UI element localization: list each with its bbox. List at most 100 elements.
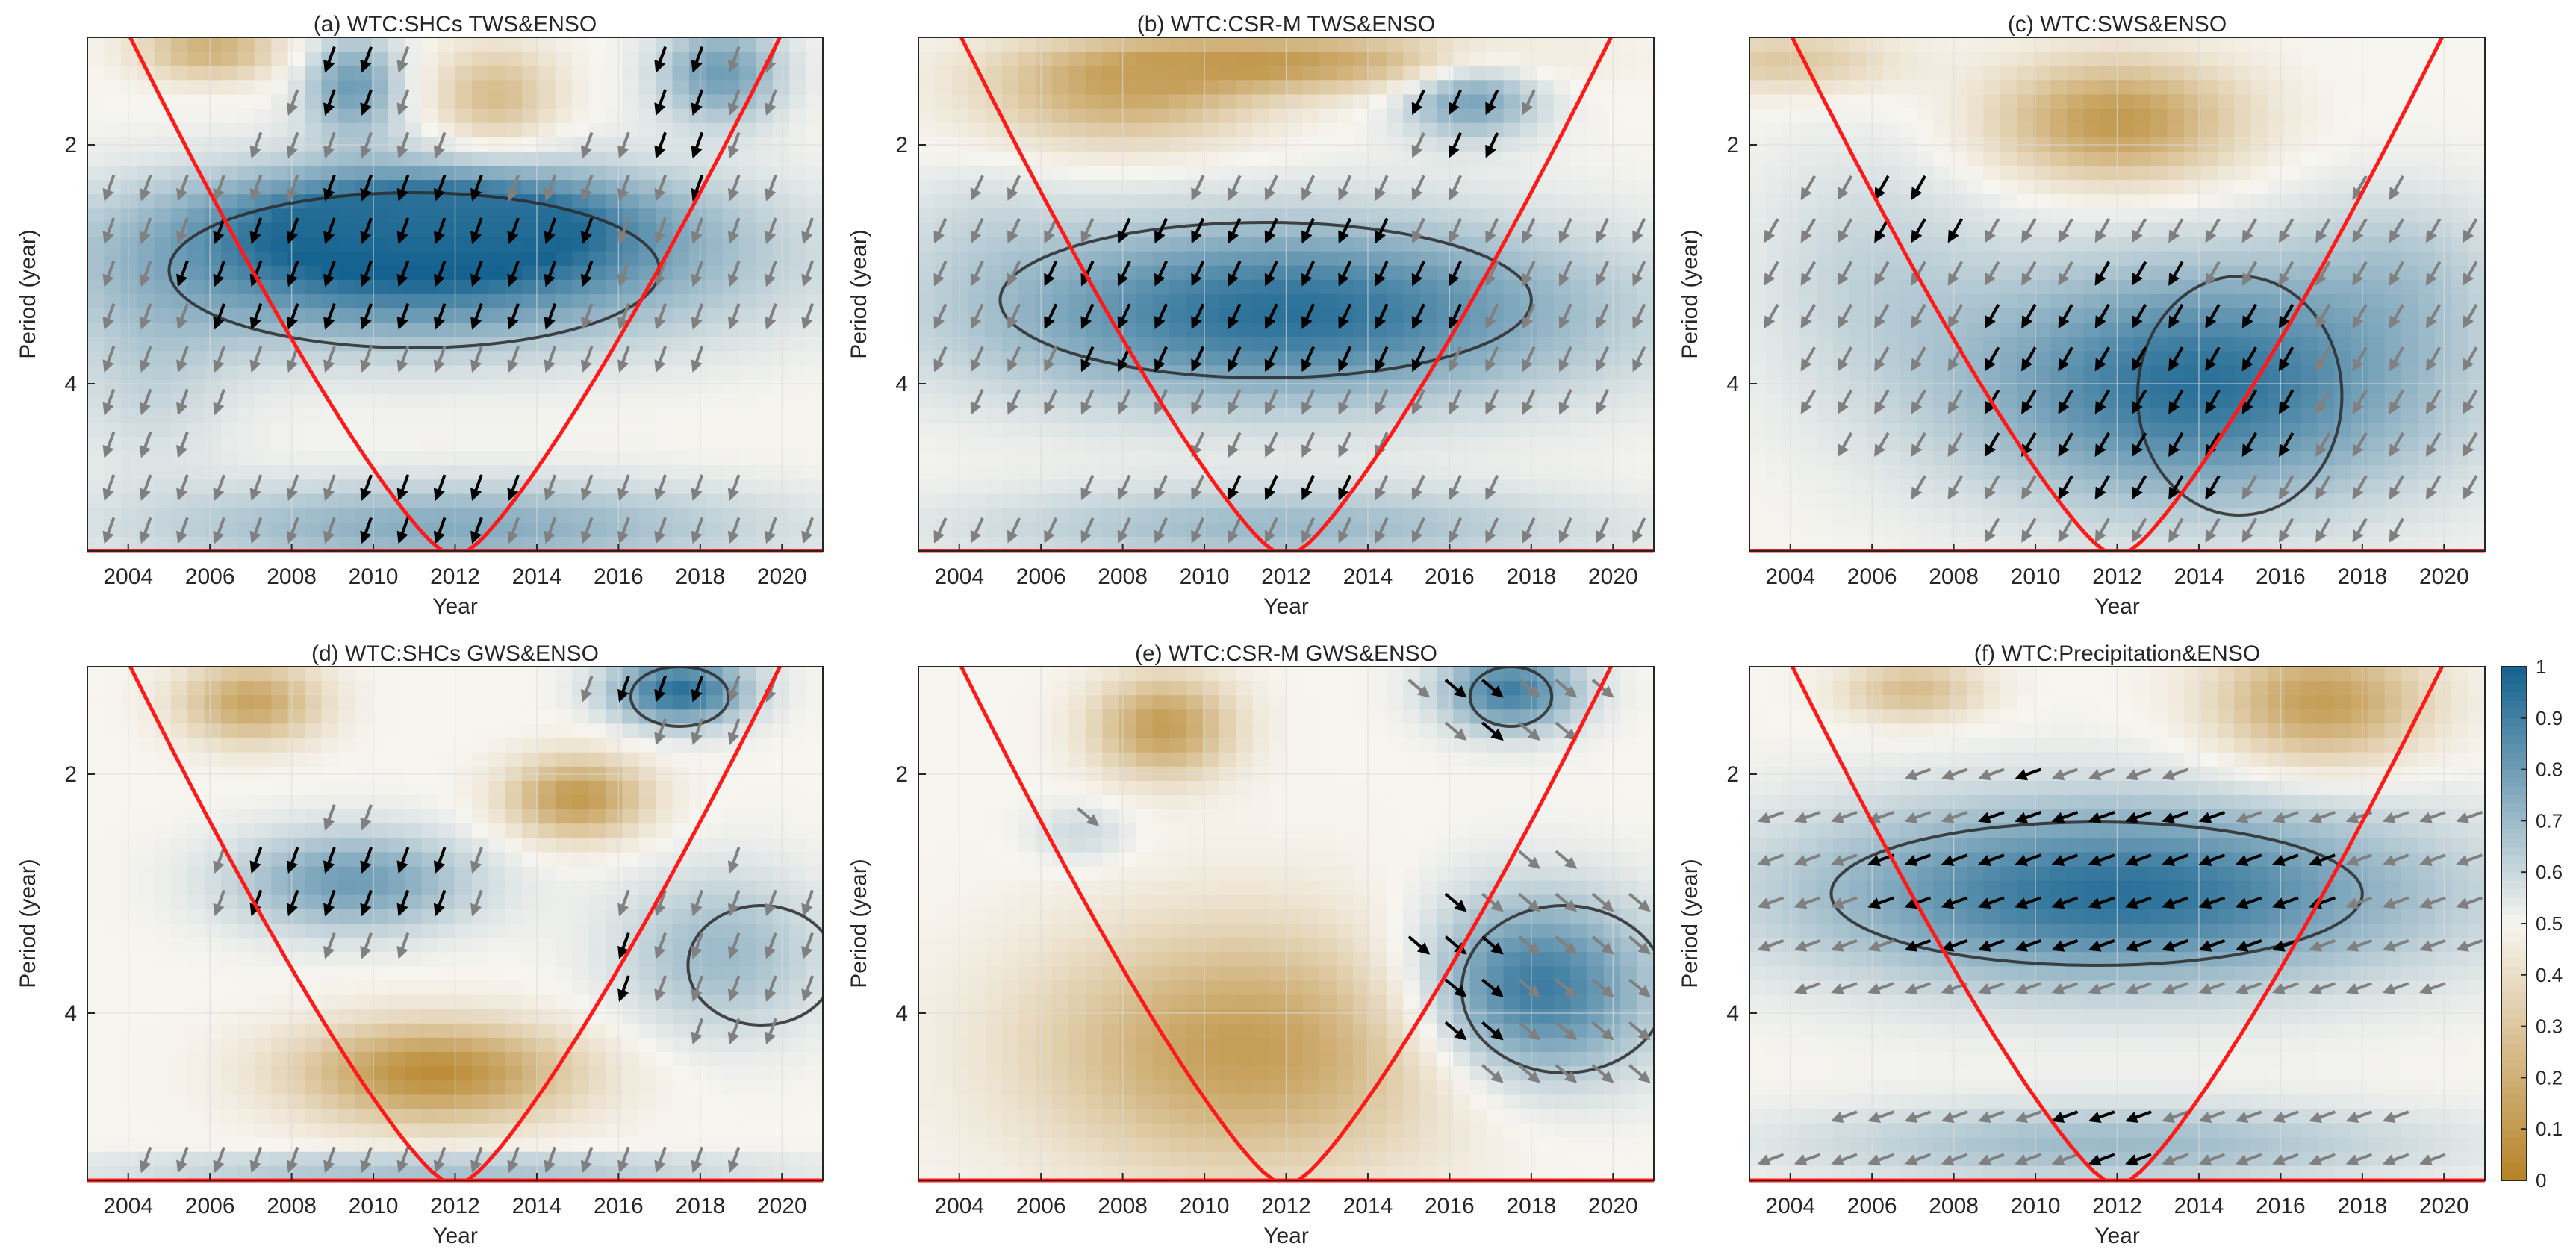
phase-arrow: [2094, 303, 2111, 329]
phase-arrow: [2345, 853, 2373, 866]
phase-arrow: [1518, 679, 1541, 698]
phase-arrow: [1555, 935, 1578, 955]
phase-arrow: [1301, 474, 1316, 501]
phase-arrow: [1449, 217, 1463, 244]
colorbar: 0 0.1 0.2 0.3 0.4 0.5 0.6 0.7 0.8 0.9 1: [2501, 656, 2563, 1192]
phase-arrow: [2058, 389, 2073, 414]
y-axis-label: Period (year): [16, 229, 40, 358]
phase-arrow: [691, 889, 704, 917]
phase-arrow: [1757, 939, 1785, 952]
x-tick-label: 2016: [2256, 564, 2306, 589]
phase-arrow: [396, 46, 410, 73]
phase-arrow: [1449, 89, 1463, 116]
phase-arrow: [580, 1146, 594, 1174]
phase-arrow: [1904, 939, 1932, 952]
phase-arrow: [360, 517, 373, 544]
phase-arrow: [654, 718, 667, 746]
phase-arrow: [2168, 517, 2184, 543]
phase-arrow: [691, 1018, 704, 1045]
phase-arrow: [2389, 475, 2405, 500]
phase-arrow: [2235, 1110, 2262, 1123]
phase-arrow: [1522, 389, 1536, 415]
phase-arrow: [580, 517, 594, 544]
cone-of-influence: [128, 37, 782, 551]
phase-arrow: [727, 217, 741, 245]
phase-arrow: [286, 889, 299, 917]
x-tick-label: 2018: [675, 1194, 725, 1218]
phase-arrow: [1904, 982, 1932, 994]
phase-arrow: [1228, 261, 1242, 287]
phase-arrow: [2235, 982, 2262, 994]
phase-arrow: [2241, 346, 2258, 372]
coi-right: [1297, 37, 1613, 551]
phase-arrow: [470, 303, 483, 330]
grid-lines: [1749, 37, 2485, 551]
phase-arrow: [580, 260, 594, 287]
phase-arrow: [2088, 982, 2115, 994]
phase-arrow: [1338, 517, 1352, 544]
phase-arrow: [1191, 474, 1205, 501]
x-axis-label: Year: [1263, 594, 1309, 619]
phase-arrow: [396, 517, 410, 544]
phase-arrow: [691, 718, 704, 746]
phase-arrow: [2094, 475, 2111, 500]
phase-arrow: [1407, 935, 1431, 955]
phase-arrow: [139, 175, 152, 202]
phase-arrow: [1555, 978, 1578, 997]
phase-arrow: [2352, 303, 2368, 329]
phase-arrow: [2021, 475, 2037, 500]
coi-left: [959, 37, 1275, 551]
phase-arrow: [1518, 721, 1541, 741]
phase-arrow: [654, 975, 667, 1003]
phase-arrow: [617, 975, 630, 1003]
phase-arrow: [2058, 517, 2073, 543]
panel-c: 2004 2006 2008 2010 2012 2014 2016 2018 2020 2 4 (c…: [1678, 12, 2486, 619]
x-tick-label: 2018: [2337, 1194, 2387, 1218]
phase-arrow: [765, 1018, 777, 1045]
phase-arrow: [433, 346, 447, 373]
phase-arrow: [2345, 1110, 2373, 1123]
phase-arrow: [213, 517, 225, 544]
phase-arrow: [323, 346, 336, 373]
phase-arrow: [1444, 679, 1467, 698]
phase-arrow: [2235, 811, 2262, 823]
phase-arrow: [2241, 475, 2258, 500]
phase-arrow: [1481, 721, 1504, 741]
phase-arrow: [1301, 217, 1316, 244]
phase-arrow: [1411, 474, 1425, 501]
phase-arrow: [102, 474, 116, 502]
coi-right: [2128, 667, 2444, 1180]
phase-arrow: [1301, 517, 1316, 544]
phase-arrow: [1080, 389, 1095, 415]
phase-arrow: [1555, 1064, 1578, 1083]
coi-left: [1791, 37, 2106, 551]
phase-arrow: [1264, 303, 1278, 329]
phase-arrow: [1117, 474, 1131, 501]
colorbar-tick-label: 0.1: [2536, 1118, 2563, 1140]
x-axis-label: Year: [432, 1224, 478, 1248]
phase-arrow: [1837, 389, 1853, 414]
phase-arrow: [1301, 432, 1316, 458]
phase-arrow: [286, 517, 299, 544]
phase-arrow: [507, 175, 520, 202]
phase-arrow: [139, 303, 152, 330]
y-axis-label: Period (year): [16, 859, 40, 988]
x-tick-label: 2018: [1506, 564, 1556, 589]
phase-arrow: [727, 1018, 741, 1045]
phase-arrow: [1449, 303, 1463, 330]
phase-arrow: [213, 1146, 225, 1174]
phase-arrow: [1591, 892, 1614, 912]
phase-arrow: [765, 217, 777, 245]
phase-arrow: [1080, 217, 1095, 244]
phase-arrow: [1228, 303, 1242, 330]
phase-arrow: [1911, 303, 1926, 329]
coherence-heatmap: [1749, 37, 2485, 551]
phase-arrow: [433, 847, 447, 874]
phase-arrow: [360, 1146, 373, 1174]
phase-arrow: [2125, 1153, 2152, 1166]
cone-of-influence: [1791, 667, 2444, 1180]
phase-arrow: [2345, 896, 2373, 909]
x-tick-label: 2010: [1180, 564, 1230, 589]
phase-arrow: [654, 932, 667, 959]
phase-arrow: [1837, 303, 1853, 329]
